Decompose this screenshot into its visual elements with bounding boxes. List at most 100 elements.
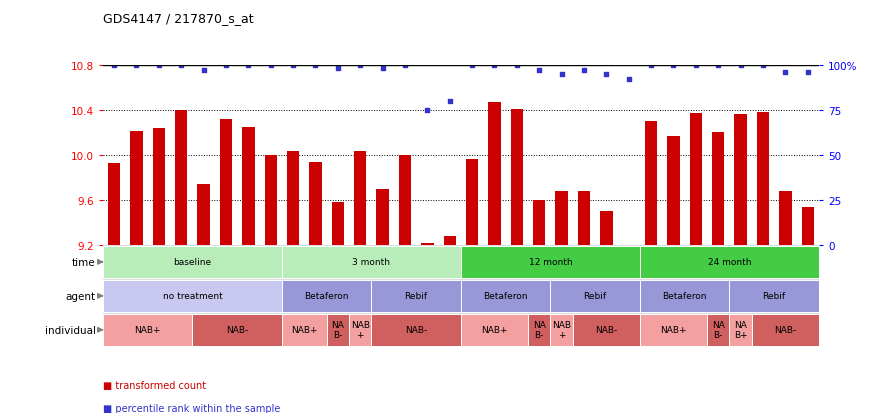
- Point: [644, 62, 658, 69]
- Bar: [371, 280, 460, 312]
- Point: [107, 62, 122, 69]
- Text: ■ percentile rank within the sample: ■ percentile rank within the sample: [103, 403, 280, 413]
- Point: [241, 62, 256, 69]
- Point: [152, 62, 166, 69]
- Text: ■ transformed count: ■ transformed count: [103, 380, 206, 390]
- Bar: [220, 120, 232, 245]
- Point: [710, 62, 724, 69]
- Bar: [460, 280, 550, 312]
- Bar: [192, 314, 282, 346]
- Text: Betaferon: Betaferon: [662, 292, 706, 301]
- Text: NAB
+: NAB +: [552, 320, 570, 339]
- Text: NA
B-: NA B-: [532, 320, 545, 339]
- Bar: [639, 280, 729, 312]
- Bar: [332, 203, 343, 245]
- Text: agent: agent: [65, 291, 96, 301]
- Point: [197, 68, 211, 74]
- Bar: [282, 314, 326, 346]
- Point: [531, 68, 545, 74]
- Point: [465, 62, 479, 69]
- Bar: [287, 152, 299, 245]
- Text: NAB-: NAB-: [226, 325, 248, 335]
- Bar: [466, 160, 477, 245]
- Text: baseline: baseline: [173, 258, 211, 267]
- Bar: [578, 192, 589, 245]
- Bar: [282, 280, 371, 312]
- Bar: [175, 111, 187, 245]
- Bar: [550, 314, 572, 346]
- Point: [420, 107, 434, 114]
- Bar: [265, 156, 276, 245]
- Text: no treatment: no treatment: [163, 292, 222, 301]
- Text: Betaferon: Betaferon: [304, 292, 349, 301]
- Point: [755, 62, 769, 69]
- Text: NAB-: NAB-: [773, 325, 796, 335]
- Point: [174, 62, 189, 69]
- Bar: [488, 103, 500, 245]
- Text: NA
B-: NA B-: [711, 320, 724, 339]
- Text: 3 month: 3 month: [352, 258, 390, 267]
- Text: Rebif: Rebif: [762, 292, 785, 301]
- Bar: [309, 162, 321, 245]
- Bar: [729, 314, 751, 346]
- Text: NA
B+: NA B+: [733, 320, 746, 339]
- Bar: [639, 246, 818, 278]
- Text: Rebif: Rebif: [583, 292, 606, 301]
- Text: time: time: [72, 257, 96, 267]
- Point: [620, 77, 635, 83]
- Bar: [108, 164, 120, 245]
- Text: individual: individual: [45, 325, 96, 335]
- Bar: [510, 109, 522, 245]
- Bar: [801, 207, 813, 245]
- Bar: [572, 314, 639, 346]
- Bar: [667, 136, 679, 245]
- Bar: [622, 245, 634, 247]
- Text: 12 month: 12 month: [528, 258, 571, 267]
- Bar: [460, 246, 639, 278]
- Point: [375, 66, 390, 73]
- Bar: [349, 314, 371, 346]
- Bar: [443, 236, 455, 245]
- Bar: [779, 192, 790, 245]
- Text: NAB+: NAB+: [291, 325, 317, 335]
- Point: [510, 62, 524, 69]
- Text: GDS4147 / 217870_s_at: GDS4147 / 217870_s_at: [103, 12, 253, 25]
- Point: [331, 66, 345, 73]
- Text: NAB
+: NAB +: [350, 320, 369, 339]
- Point: [599, 71, 613, 78]
- Text: NAB-: NAB-: [405, 325, 426, 335]
- Text: NAB-: NAB-: [595, 325, 617, 335]
- Point: [219, 62, 233, 69]
- Point: [554, 71, 569, 78]
- Point: [487, 62, 502, 69]
- Bar: [198, 185, 209, 245]
- Bar: [712, 133, 723, 245]
- Point: [733, 62, 747, 69]
- Bar: [399, 156, 410, 245]
- Point: [443, 98, 457, 105]
- Point: [353, 62, 367, 69]
- Point: [308, 62, 323, 69]
- Bar: [376, 189, 388, 245]
- Bar: [354, 152, 366, 245]
- Text: NA
B-: NA B-: [331, 320, 344, 339]
- Bar: [645, 122, 656, 245]
- Bar: [131, 132, 142, 245]
- Bar: [600, 211, 611, 245]
- Bar: [103, 314, 192, 346]
- Text: NAB+: NAB+: [134, 325, 161, 335]
- Text: 24 month: 24 month: [707, 258, 750, 267]
- Bar: [555, 192, 567, 245]
- Text: Betaferon: Betaferon: [483, 292, 527, 301]
- Bar: [371, 314, 460, 346]
- Text: Rebif: Rebif: [404, 292, 427, 301]
- Bar: [689, 114, 701, 245]
- Bar: [729, 280, 818, 312]
- Bar: [550, 280, 639, 312]
- Point: [264, 62, 278, 69]
- Bar: [326, 314, 349, 346]
- Bar: [242, 128, 254, 245]
- Bar: [282, 246, 460, 278]
- Point: [778, 69, 792, 76]
- Bar: [153, 128, 164, 245]
